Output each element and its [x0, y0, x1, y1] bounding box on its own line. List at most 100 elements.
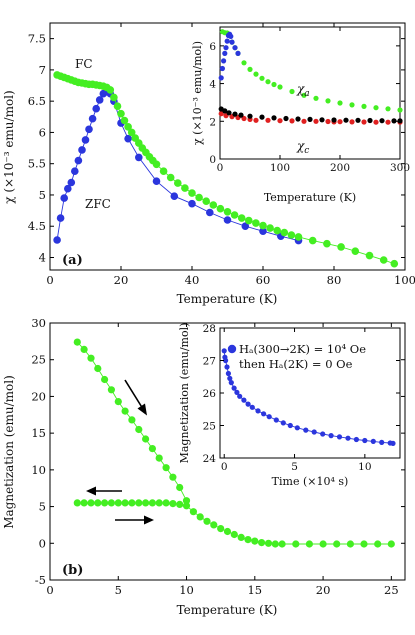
- data-point: [247, 66, 253, 72]
- data-point: [142, 435, 150, 443]
- data-point: [169, 500, 177, 508]
- data-point: [295, 116, 301, 122]
- data-point: [287, 231, 296, 239]
- data-point: [224, 364, 230, 370]
- data-point: [311, 429, 317, 435]
- data-point: [244, 536, 252, 544]
- panel-a-frame: [49, 22, 406, 271]
- data-point: [95, 96, 104, 104]
- y-tick-label: 25: [203, 421, 216, 433]
- panel-a-xlabel: Temperature (K): [177, 292, 278, 306]
- data-point: [273, 226, 282, 235]
- data-point: [196, 513, 204, 521]
- x-tick-label: 100: [394, 273, 415, 287]
- data-point: [234, 389, 240, 395]
- panel-a-inset-chart: 0 100 200 300 0 2 4 6 χa χc Temperature (K) χ (…: [191, 26, 410, 204]
- data-point: [218, 75, 224, 81]
- y-tick-label: -5: [35, 573, 46, 587]
- data-point: [319, 540, 327, 548]
- legend-marker: [227, 344, 237, 354]
- panel-b-label: (b): [62, 563, 83, 578]
- data-point: [230, 211, 239, 219]
- data-point: [259, 114, 265, 120]
- data-point: [174, 179, 182, 187]
- x-tick-label: 15: [247, 583, 262, 597]
- data-point: [209, 201, 218, 209]
- y-tick-label: 28: [203, 323, 216, 335]
- data-point: [374, 540, 382, 548]
- y-tick-label: 4.5: [28, 219, 46, 233]
- y-tick-label: 10: [31, 463, 46, 477]
- data-point: [373, 119, 379, 125]
- data-point: [206, 208, 214, 217]
- data-point: [331, 117, 337, 123]
- inset-a-xlabel: Temperature (K): [264, 191, 356, 204]
- data-point: [320, 431, 326, 437]
- data-point: [255, 408, 261, 414]
- data-point: [232, 111, 238, 117]
- data-point: [166, 173, 175, 182]
- panel-b-ylabel: Magnetization (emu/mol): [2, 375, 16, 529]
- x-tick-label: 0: [221, 461, 228, 473]
- data-point: [301, 92, 307, 98]
- data-point: [259, 227, 267, 235]
- data-point: [224, 38, 230, 44]
- data-point: [81, 136, 90, 144]
- data-point: [181, 184, 189, 192]
- data-point: [176, 483, 184, 492]
- data-point: [351, 247, 360, 255]
- data-point: [170, 192, 179, 200]
- data-point: [94, 499, 102, 507]
- data-point: [237, 533, 245, 542]
- x-tick-label: 40: [185, 273, 200, 287]
- data-point: [245, 401, 251, 407]
- data-point: [245, 216, 253, 225]
- data-point: [120, 116, 129, 125]
- data-point: [135, 499, 143, 507]
- panel-b-frame: [49, 322, 406, 581]
- data-point: [308, 236, 317, 245]
- data-point: [251, 537, 259, 545]
- data-point: [127, 128, 136, 137]
- x-tick-label: 0: [46, 273, 53, 287]
- data-point: [294, 233, 303, 241]
- data-point: [345, 435, 351, 441]
- data-point: [229, 39, 235, 45]
- data-point: [287, 422, 293, 429]
- data-point: [292, 540, 300, 548]
- x-tick-label: 300: [390, 162, 410, 174]
- data-point: [259, 75, 265, 81]
- data-point: [261, 411, 267, 417]
- data-point: [162, 464, 170, 472]
- arrow-right-head: [144, 515, 154, 525]
- chi-a-annotation: χa: [296, 82, 310, 99]
- data-point: [114, 499, 122, 507]
- data-point: [56, 214, 65, 222]
- x-tick-label: 20: [316, 583, 331, 597]
- data-point: [249, 404, 255, 410]
- inset-b-ylabel: Magnetization (emu/mol): [178, 323, 191, 464]
- data-point: [228, 380, 234, 386]
- data-point: [80, 499, 88, 507]
- y-tick-label: 0: [39, 536, 46, 550]
- data-point: [252, 219, 260, 227]
- data-point: [223, 208, 232, 216]
- y-tick-label: 4: [209, 79, 216, 91]
- data-point: [107, 386, 115, 394]
- data-point: [379, 118, 385, 124]
- data-point: [114, 398, 122, 406]
- data-point: [294, 425, 300, 431]
- data-point: [216, 204, 225, 213]
- data-point: [80, 345, 88, 353]
- data-point: [135, 425, 143, 434]
- x-tick-label: 5: [291, 461, 298, 473]
- data-point: [271, 540, 279, 548]
- data-point: [217, 525, 225, 533]
- data-point: [271, 81, 277, 88]
- data-point: [223, 45, 229, 51]
- direction-arrows: [86, 379, 154, 525]
- data-point: [88, 114, 97, 123]
- data-point: [361, 119, 367, 125]
- data-point: [227, 375, 233, 381]
